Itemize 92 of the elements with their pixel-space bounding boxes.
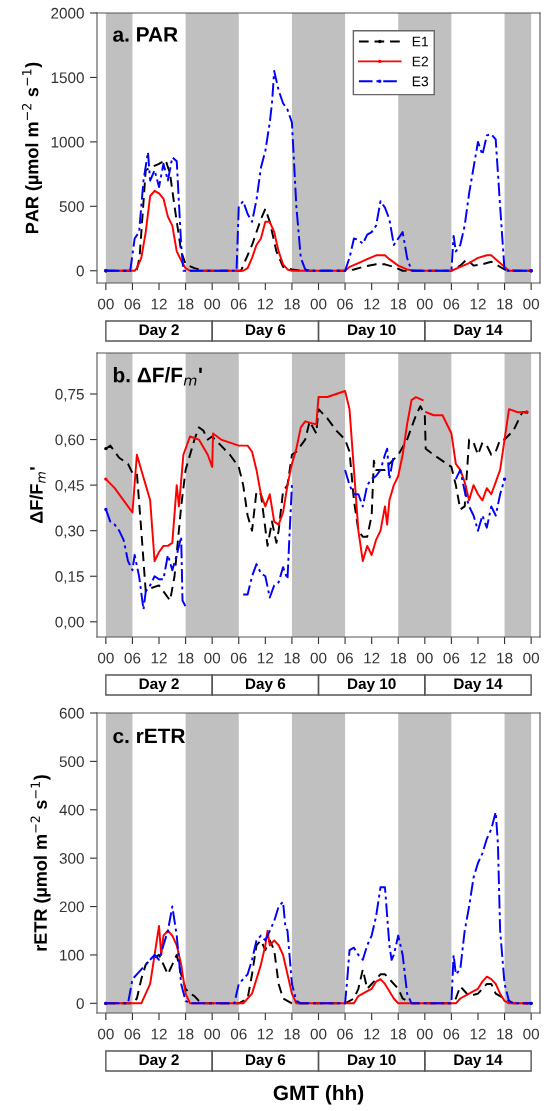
x-tick-label: 12 [470, 298, 486, 310]
x-tick-label: 06 [230, 1028, 247, 1040]
text: Day 14 [454, 1054, 503, 1069]
x-tick-label: 06 [124, 652, 141, 664]
text: Day 2 [139, 1054, 179, 1069]
legend-label: E2 [412, 56, 428, 67]
x-axis-title: GMT (hh) [273, 1085, 364, 1105]
text: Day 2 [139, 678, 179, 693]
y-tick-label: 0,00 [55, 616, 84, 630]
y-tick-label: 0,60 [55, 434, 84, 448]
x-tick-label: 00 [97, 652, 114, 664]
x-tick-label: 12 [258, 298, 274, 310]
y-tick-label: 100 [60, 949, 84, 961]
text: Day 6 [245, 324, 286, 339]
text: Day 10 [348, 1054, 396, 1069]
y-tick-label: 1500 [51, 72, 84, 84]
text: Day 14 [454, 324, 503, 339]
y-tick-label: 500 [59, 201, 84, 212]
x-tick-label: 12 [151, 1028, 167, 1040]
x-tick-label: 06 [443, 298, 460, 310]
x-tick-label: 12 [364, 1028, 380, 1040]
x-tick-label: 18 [178, 1028, 194, 1040]
legend-label: E1 [412, 36, 429, 47]
x-tick-label: 00 [310, 298, 327, 310]
x-tick-label: 06 [337, 652, 353, 664]
x-tick-label: 06 [230, 298, 247, 310]
y-tick-label: 500 [59, 756, 84, 768]
x-tick-label: 12 [258, 652, 274, 664]
x-tick-label: 12 [258, 1028, 274, 1040]
y-tick-label: 200 [59, 901, 84, 913]
x-tick-label: 00 [204, 298, 221, 310]
y-tick-label: 2000 [51, 7, 84, 19]
legend-label: E3 [412, 76, 429, 87]
x-tick-label: 18 [390, 1028, 407, 1040]
y-axis-title: PAR (µmol m$^{−2}$ s$^{−1}$) [21, 62, 43, 234]
y-tick-label: 400 [59, 804, 84, 816]
x-tick-label: 06 [443, 1028, 460, 1040]
x-tick-label: 12 [470, 652, 486, 664]
x-tick-label: 06 [337, 298, 353, 310]
x-tick-label: 00 [97, 1028, 114, 1040]
x-tick-label: 00 [310, 1028, 327, 1040]
x-tick-label: 00 [416, 652, 433, 664]
y-tick-label: 0 [76, 265, 84, 277]
text: a. PAR [113, 27, 178, 42]
text: Day 10 [348, 324, 396, 339]
x-tick-label: 18 [178, 652, 194, 664]
y-tick-label: 0,30 [55, 525, 84, 539]
y-tick-label: 0,45 [55, 480, 84, 493]
x-tick-label: 12 [364, 298, 380, 310]
x-tick-label: 06 [124, 1028, 141, 1040]
x-tick-label: 00 [523, 298, 540, 310]
y-tick-label: 600 [59, 707, 84, 719]
x-tick-label: 00 [416, 298, 433, 310]
y-tick-label: 300 [59, 853, 84, 864]
y-tick-label: 0,75 [55, 388, 84, 402]
x-tick-label: 00 [204, 1028, 221, 1040]
x-tick-label: 18 [284, 652, 300, 664]
text: Day 6 [245, 678, 286, 693]
x-tick-label: 06 [337, 1028, 353, 1040]
x-tick-label: 00 [523, 1028, 540, 1040]
x-tick-label: 00 [97, 298, 114, 310]
y-tick-label: 0,15 [55, 571, 84, 584]
x-tick-label: 00 [523, 652, 540, 664]
text: Day 2 [139, 324, 179, 339]
x-tick-label: 18 [497, 652, 513, 664]
y-tick-label: 1000 [51, 136, 84, 148]
x-tick-label: 00 [204, 652, 221, 664]
x-tick-label: 06 [230, 652, 247, 664]
x-tick-label: 12 [470, 1028, 486, 1040]
x-tick-label: 06 [443, 652, 460, 664]
x-tick-label: 18 [284, 1028, 300, 1040]
x-tick-label: 06 [124, 298, 141, 310]
x-tick-label: 12 [364, 652, 380, 664]
y-tick-label: 0 [76, 998, 84, 1010]
text: Day 14 [454, 678, 503, 693]
x-tick-label: 12 [151, 298, 167, 310]
x-tick-label: 18 [497, 1028, 513, 1040]
line-series [104, 811, 533, 1005]
text: c. rETR [113, 728, 186, 744]
x-tick-label: 18 [178, 298, 194, 310]
x-tick-label: 12 [151, 652, 167, 664]
x-tick-label: 18 [284, 298, 300, 310]
x-tick-label: 00 [310, 652, 327, 664]
x-tick-label: 00 [416, 1028, 433, 1040]
x-tick-label: 18 [390, 298, 407, 310]
text: b. ΔF/F$_{m}$' [113, 367, 202, 386]
y-axis-title: rETR (µmol m$^{−2}$ s$^{−1}$) [30, 775, 51, 951]
text: Day 6 [245, 1054, 286, 1069]
x-tick-label: 18 [390, 652, 407, 664]
x-tick-label: 18 [497, 298, 513, 310]
text: Day 10 [348, 678, 396, 693]
y-axis-title: ΔF/F$_{m}$' [29, 467, 46, 523]
